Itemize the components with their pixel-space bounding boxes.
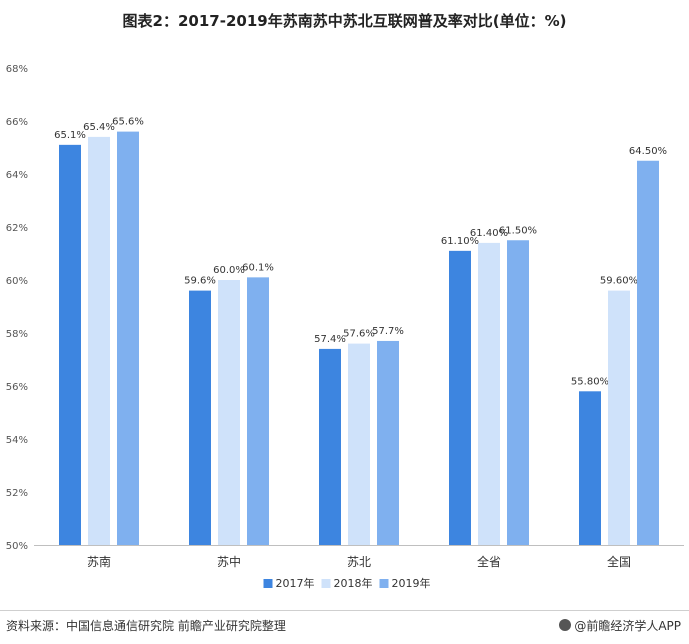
y-tick-label: 64% <box>6 170 28 181</box>
data-label: 60.0% <box>213 265 245 276</box>
y-tick-label: 60% <box>6 276 28 287</box>
data-label: 65.1% <box>54 130 86 141</box>
bar <box>59 144 81 545</box>
bar <box>608 290 630 545</box>
data-label: 59.6% <box>184 276 216 287</box>
legend-swatch <box>263 579 273 588</box>
x-tick-label: 苏南 <box>87 554 111 569</box>
y-tick-label: 50% <box>6 541 28 552</box>
x-tick-label: 全省 <box>477 554 501 569</box>
y-tick-label: 52% <box>6 488 28 499</box>
data-label: 60.1% <box>242 262 274 273</box>
data-label: 64.50% <box>629 146 667 157</box>
bar <box>579 391 601 545</box>
data-label: 61.50% <box>499 225 537 236</box>
legend-swatch <box>379 579 389 588</box>
y-tick-label: 62% <box>6 223 28 234</box>
data-label: 55.80% <box>571 376 609 387</box>
data-label: 61.40% <box>470 228 508 239</box>
legend-label: 2017年 <box>276 576 315 590</box>
data-label: 57.4% <box>314 334 346 345</box>
bar-chart: 50% 52% 54% 56% 58% 60% 62% 64% 66% 68% 65.1%65.4%… <box>6 64 684 590</box>
brand-text: @前瞻经济学人APP <box>574 619 681 633</box>
data-label: 57.7% <box>372 326 404 337</box>
bar <box>319 348 341 545</box>
bar <box>478 242 500 545</box>
data-label: 65.4% <box>83 122 115 133</box>
data-label: 61.10% <box>441 236 479 247</box>
data-label: 59.60% <box>600 276 638 287</box>
source-note: 资料来源：中国信息通信研究院 前瞻产业研究院整理 <box>6 619 286 633</box>
bar <box>449 250 471 545</box>
footer-divider <box>0 610 689 611</box>
bar <box>348 343 370 545</box>
y-tick-label: 66% <box>6 117 28 128</box>
bar <box>247 277 269 545</box>
y-tick-label: 58% <box>6 329 28 340</box>
x-tick-label: 全国 <box>607 554 631 569</box>
chart-title: 图表2：2017-2019年苏南苏中苏北互联网普及率对比(单位：%) <box>122 12 567 30</box>
bar <box>507 240 529 545</box>
bar <box>117 131 139 545</box>
brand-logo-icon <box>559 619 572 631</box>
footer: 资料来源：中国信息通信研究院 前瞻产业研究院整理 @前瞻经济学人APP <box>0 610 689 636</box>
x-tick-label: 苏北 <box>347 555 371 569</box>
bar <box>637 160 659 545</box>
bar <box>88 136 110 545</box>
y-tick-label: 54% <box>6 435 28 446</box>
x-tick-label: 苏中 <box>217 554 241 569</box>
legend-label: 2018年 <box>334 576 373 590</box>
bar <box>189 290 211 545</box>
bar <box>218 280 240 545</box>
data-label: 65.6% <box>112 117 144 128</box>
legend-label: 2019年 <box>392 576 431 590</box>
bar <box>377 340 399 545</box>
y-tick-label: 56% <box>6 382 28 393</box>
brand-credit: @前瞻经济学人APP <box>559 617 681 634</box>
legend-swatch <box>321 579 331 588</box>
y-tick-label: 68% <box>6 64 28 75</box>
data-label: 57.6% <box>343 329 375 340</box>
